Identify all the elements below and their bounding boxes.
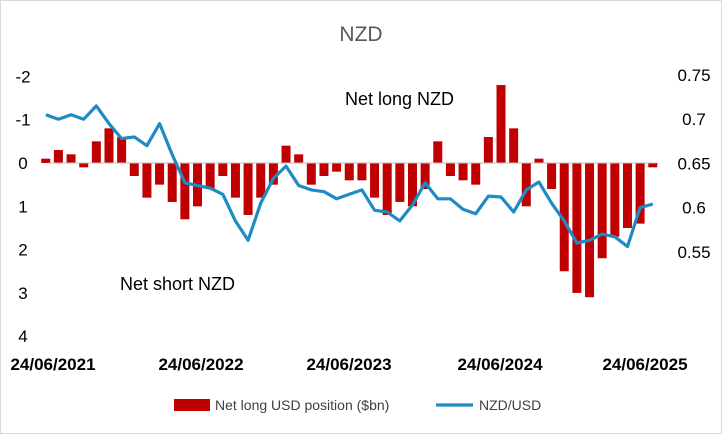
- bar-25: [357, 163, 367, 181]
- left-tick-label-5: 3: [18, 284, 27, 303]
- bar-24: [344, 163, 354, 181]
- bar-37: [509, 128, 519, 163]
- bar-29: [407, 163, 417, 207]
- bar-22: [319, 163, 329, 176]
- left-tick-label-2: 0: [18, 154, 27, 173]
- bar-19: [281, 145, 291, 163]
- bar-14: [218, 163, 228, 176]
- bar-44: [597, 163, 607, 259]
- nzdusd-line: [45, 104, 654, 249]
- bar-20: [294, 154, 304, 163]
- bar-39: [534, 158, 544, 163]
- bar-2: [66, 154, 76, 163]
- bar-34: [471, 163, 481, 185]
- bar-33: [458, 163, 468, 181]
- bar-13: [205, 163, 215, 189]
- bar-46: [622, 163, 632, 228]
- bar-8: [142, 163, 152, 198]
- bar-16: [243, 163, 253, 215]
- bars-layer: [41, 85, 658, 298]
- right-tick-label-0: 0.75: [677, 66, 710, 85]
- x-tick-label-4: 24/06/2025: [602, 355, 687, 374]
- bar-28: [395, 163, 405, 202]
- bar-23: [332, 163, 342, 172]
- bar-36: [496, 85, 506, 163]
- left-tick-label-6: 4: [18, 327, 27, 346]
- x-axis-ticks: 24/06/2021 24/06/2022 24/06/2023 24/06/2024…: [10, 355, 687, 374]
- left-axis-ticks: -2 -1 0 1 2 3 4: [15, 67, 30, 346]
- right-axis-ticks: 0.75 0.7 0.65 0.6 0.55: [677, 66, 710, 262]
- bar-4: [91, 141, 101, 163]
- legend: Net long USD position ($bn) NZD/USD: [174, 397, 541, 413]
- x-tick-label-1: 24/06/2022: [158, 355, 243, 374]
- right-tick-label-2: 0.65: [677, 154, 710, 173]
- bar-40: [547, 163, 557, 189]
- bar-10: [167, 163, 177, 202]
- bar-47: [635, 163, 645, 224]
- bar-21: [306, 163, 316, 185]
- bar-0: [41, 158, 51, 163]
- left-tick-label-3: 1: [18, 197, 27, 216]
- right-tick-label-3: 0.6: [682, 199, 706, 218]
- chart-title: NZD: [339, 23, 382, 46]
- bar-27: [382, 163, 392, 215]
- right-tick-label-1: 0.7: [682, 110, 706, 129]
- bar-31: [433, 141, 443, 163]
- bar-30: [420, 163, 430, 189]
- x-tick-label-0: 24/06/2021: [10, 355, 95, 374]
- bar-11: [180, 163, 190, 220]
- bar-35: [483, 137, 493, 163]
- bar-43: [585, 163, 595, 298]
- legend-line-label: NZD/USD: [479, 397, 541, 413]
- bar-9: [155, 163, 165, 185]
- bar-26: [370, 163, 380, 198]
- bar-48: [648, 163, 658, 168]
- annotation-net-short: Net short NZD: [120, 274, 235, 294]
- bar-5: [104, 128, 114, 163]
- legend-bar-swatch: [174, 399, 210, 411]
- bar-18: [268, 163, 278, 185]
- bar-42: [572, 163, 582, 293]
- bar-3: [79, 163, 89, 168]
- bar-45: [610, 163, 620, 237]
- bar-17: [256, 163, 266, 198]
- left-tick-label-4: 2: [18, 241, 27, 260]
- legend-bar-label: Net long USD position ($bn): [215, 397, 389, 413]
- left-tick-label-0: -2: [15, 67, 30, 86]
- bar-32: [445, 163, 455, 176]
- bar-41: [559, 163, 569, 272]
- right-tick-label-4: 0.55: [677, 243, 710, 262]
- bar-15: [230, 163, 240, 198]
- x-tick-label-3: 24/06/2024: [457, 355, 543, 374]
- bar-1: [53, 150, 63, 163]
- left-tick-label-1: -1: [15, 111, 30, 130]
- bar-6: [117, 137, 127, 163]
- x-tick-label-2: 24/06/2023: [306, 355, 391, 374]
- bar-38: [521, 163, 531, 207]
- bar-7: [129, 163, 139, 176]
- annotation-net-long: Net long NZD: [345, 89, 454, 109]
